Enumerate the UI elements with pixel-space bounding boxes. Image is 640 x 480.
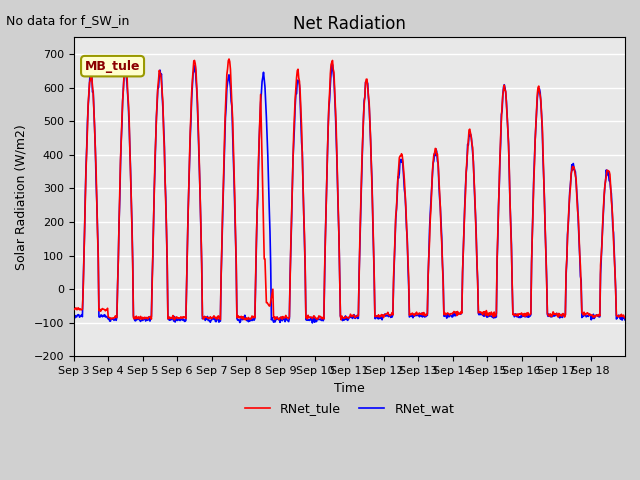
RNet_tule [408,312,415,317]
RNet_tule [134,314,142,320]
RNet_wat [438,261,446,266]
Text: No data for f_SW_in: No data for f_SW_in [6,14,130,27]
RNet_wat [621,317,629,323]
RNet_wat [134,316,142,322]
Y-axis label: Solar Radiation (W/m2): Solar Radiation (W/m2) [15,124,28,270]
RNet_tule [621,315,629,321]
RNet_tule [337,317,345,323]
RNet_wat [308,320,316,326]
RNet_wat [263,133,271,139]
RNet_tule [285,316,292,322]
Text: MB_tule: MB_tule [85,60,140,72]
RNet_tule [70,306,77,312]
RNet_wat [236,320,244,325]
X-axis label: Time: Time [334,382,365,395]
RNet_wat [70,312,77,318]
RNet_wat [408,313,415,319]
Legend: RNet_tule, RNet_wat: RNet_tule, RNet_wat [239,397,460,420]
Line: RNet_wat: RNet_wat [74,65,625,323]
Line: RNet_tule: RNet_tule [74,59,625,320]
RNet_wat [329,62,337,68]
RNet_wat [284,318,292,324]
RNet_tule [438,261,446,266]
Title: Net Radiation: Net Radiation [293,15,406,33]
RNet_tule [225,56,233,62]
RNet_tule [237,314,244,320]
RNet_tule [264,301,271,307]
